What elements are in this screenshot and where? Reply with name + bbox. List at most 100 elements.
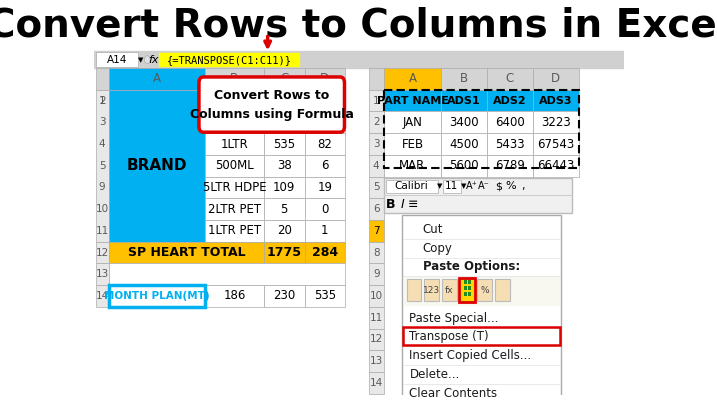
Bar bbox=[487, 155, 533, 177]
Bar bbox=[369, 328, 384, 350]
Text: 5: 5 bbox=[99, 161, 105, 171]
Bar bbox=[533, 155, 579, 177]
Text: Convert Rows to Columns in Excel: Convert Rows to Columns in Excel bbox=[0, 7, 717, 45]
Text: Convert Rows to
Columns using Formula: Convert Rows to Columns using Formula bbox=[190, 88, 353, 120]
Bar bbox=[305, 133, 345, 155]
Bar bbox=[384, 155, 441, 177]
Text: 3400: 3400 bbox=[450, 116, 479, 129]
Bar bbox=[95, 285, 109, 307]
Text: 4500: 4500 bbox=[450, 138, 479, 150]
Bar bbox=[459, 278, 475, 302]
Text: 9: 9 bbox=[373, 269, 379, 279]
Bar bbox=[384, 112, 441, 133]
Text: fx: fx bbox=[148, 55, 158, 65]
Bar bbox=[468, 286, 471, 290]
Bar bbox=[305, 112, 345, 133]
Text: fx: fx bbox=[445, 286, 454, 294]
Bar bbox=[205, 112, 264, 133]
Bar bbox=[205, 155, 264, 177]
Text: ADS2: ADS2 bbox=[493, 96, 527, 106]
Bar bbox=[404, 277, 559, 305]
Text: MAR: MAR bbox=[399, 159, 426, 172]
Text: ADS3: ADS3 bbox=[539, 96, 572, 106]
Bar bbox=[386, 180, 437, 193]
Bar bbox=[464, 280, 467, 284]
Text: Paste Special...: Paste Special... bbox=[409, 312, 499, 325]
Text: Calibri: Calibri bbox=[395, 182, 429, 192]
Text: A14: A14 bbox=[107, 55, 127, 65]
Bar bbox=[264, 242, 305, 264]
Bar bbox=[305, 198, 345, 220]
Bar bbox=[384, 68, 441, 90]
Bar bbox=[305, 177, 345, 198]
Text: 4: 4 bbox=[373, 161, 379, 171]
Bar bbox=[95, 264, 109, 285]
Text: MONTH PLAN(MT): MONTH PLAN(MT) bbox=[104, 291, 209, 301]
Bar bbox=[384, 90, 441, 112]
Bar bbox=[369, 112, 384, 133]
Bar bbox=[205, 177, 264, 198]
Bar bbox=[533, 133, 579, 155]
Text: 10: 10 bbox=[370, 291, 383, 301]
Text: 186: 186 bbox=[273, 94, 295, 107]
Text: 284: 284 bbox=[312, 246, 338, 259]
Text: 1LTR PET: 1LTR PET bbox=[208, 224, 261, 237]
Text: %: % bbox=[480, 286, 489, 294]
Bar bbox=[369, 177, 384, 198]
Text: 500ML: 500ML bbox=[215, 159, 254, 172]
Text: 2: 2 bbox=[373, 117, 379, 127]
Text: 8: 8 bbox=[373, 248, 379, 258]
Bar bbox=[305, 90, 345, 112]
Text: A: A bbox=[153, 72, 161, 86]
Text: 109: 109 bbox=[273, 181, 295, 194]
Text: 230: 230 bbox=[273, 290, 295, 302]
Bar bbox=[441, 68, 487, 90]
Bar bbox=[369, 68, 384, 90]
Bar bbox=[109, 68, 205, 90]
Text: 3: 3 bbox=[99, 117, 105, 127]
Bar bbox=[205, 220, 264, 242]
Bar bbox=[95, 242, 109, 264]
Text: 12: 12 bbox=[370, 334, 383, 344]
Bar bbox=[533, 112, 579, 133]
Bar bbox=[205, 133, 264, 155]
Bar bbox=[369, 285, 384, 307]
Bar bbox=[94, 51, 624, 68]
Text: 14: 14 bbox=[370, 378, 383, 388]
Bar bbox=[460, 279, 475, 301]
Text: 15LTR TIN: 15LTR TIN bbox=[205, 94, 264, 107]
Bar bbox=[369, 155, 384, 177]
Bar bbox=[264, 285, 305, 307]
Bar bbox=[384, 178, 572, 213]
Bar bbox=[533, 68, 579, 90]
FancyBboxPatch shape bbox=[199, 77, 344, 132]
Text: B: B bbox=[386, 198, 396, 211]
Bar bbox=[305, 220, 345, 242]
Text: 5600: 5600 bbox=[450, 159, 479, 172]
Bar bbox=[487, 133, 533, 155]
Bar bbox=[424, 279, 439, 301]
Bar bbox=[468, 292, 471, 296]
Bar bbox=[487, 68, 533, 90]
Text: 6: 6 bbox=[373, 204, 379, 214]
Bar bbox=[441, 155, 487, 177]
Text: 5433: 5433 bbox=[495, 138, 525, 150]
Text: A⁻: A⁻ bbox=[478, 182, 489, 192]
Text: 14: 14 bbox=[95, 291, 109, 301]
Text: 9: 9 bbox=[99, 182, 105, 192]
Text: 6789: 6789 bbox=[495, 159, 525, 172]
Bar bbox=[495, 279, 510, 301]
Text: 11: 11 bbox=[445, 182, 458, 192]
Bar bbox=[464, 292, 467, 296]
Text: D: D bbox=[320, 72, 330, 86]
Text: Cut: Cut bbox=[423, 223, 443, 236]
Text: 7: 7 bbox=[373, 226, 379, 236]
Text: ▼: ▼ bbox=[437, 184, 442, 190]
Text: B: B bbox=[230, 72, 239, 86]
Bar bbox=[384, 133, 441, 155]
Text: 19: 19 bbox=[318, 94, 333, 107]
Text: 13: 13 bbox=[370, 356, 383, 366]
Bar bbox=[95, 90, 109, 242]
Bar bbox=[264, 133, 305, 155]
Bar bbox=[305, 285, 345, 307]
